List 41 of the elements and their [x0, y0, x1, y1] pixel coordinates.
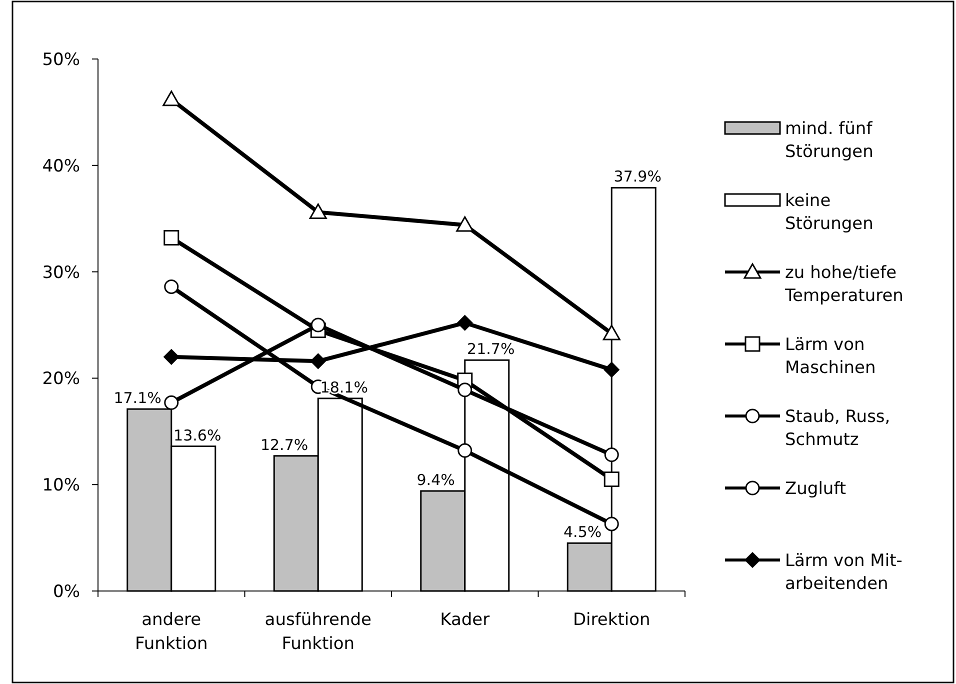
point: [164, 395, 179, 410]
legend-label: Zugluft: [785, 479, 846, 499]
data-label: 12.7%: [260, 436, 308, 454]
legend-label: keine Störungen: [785, 191, 874, 234]
data-label: 13.6%: [174, 426, 222, 444]
point: [164, 349, 180, 365]
y-tick-label: 10%: [42, 476, 80, 496]
point: [604, 516, 619, 532]
legend-label: Staub, Russ, Schmutz: [785, 407, 890, 450]
point: [310, 318, 326, 332]
data-label: 37.9%: [614, 168, 662, 186]
data-label: 21.7%: [467, 340, 515, 358]
point: [458, 382, 472, 398]
data-label: 4.5%: [564, 523, 602, 542]
x-tick-label: Kader: [440, 610, 490, 630]
legend-label: Lärm von Mit- arbeitenden: [785, 551, 902, 594]
y-tick-label: 0%: [53, 582, 80, 602]
legend-label: mind. fünf Störungen: [785, 119, 874, 162]
legend-label: zu hohe/tiefe Temperaturen: [784, 263, 904, 306]
point: [604, 362, 620, 378]
point: [604, 472, 620, 488]
point: [602, 324, 620, 340]
point: [310, 353, 326, 369]
point: [309, 203, 327, 219]
point: [164, 230, 180, 246]
data-label: 17.1%: [114, 389, 162, 408]
point: [162, 90, 180, 106]
y-tick-label: 30%: [42, 262, 80, 283]
point: [456, 216, 474, 232]
data-label: 9.4%: [416, 470, 455, 489]
y-tick-label: 50%: [42, 50, 80, 70]
y-tick-label: 40%: [42, 156, 80, 176]
point: [164, 279, 179, 294]
legend-label: Lärm von Maschinen: [785, 335, 876, 378]
y-tick-label: 20%: [42, 369, 80, 390]
point: [604, 448, 619, 462]
point: [458, 443, 472, 458]
x-tick-label: andere Funktion: [134, 610, 208, 654]
x-tick-label: ausführende Funktion: [264, 610, 372, 654]
x-tick-label: Direktion: [572, 610, 650, 630]
point: [457, 315, 473, 331]
